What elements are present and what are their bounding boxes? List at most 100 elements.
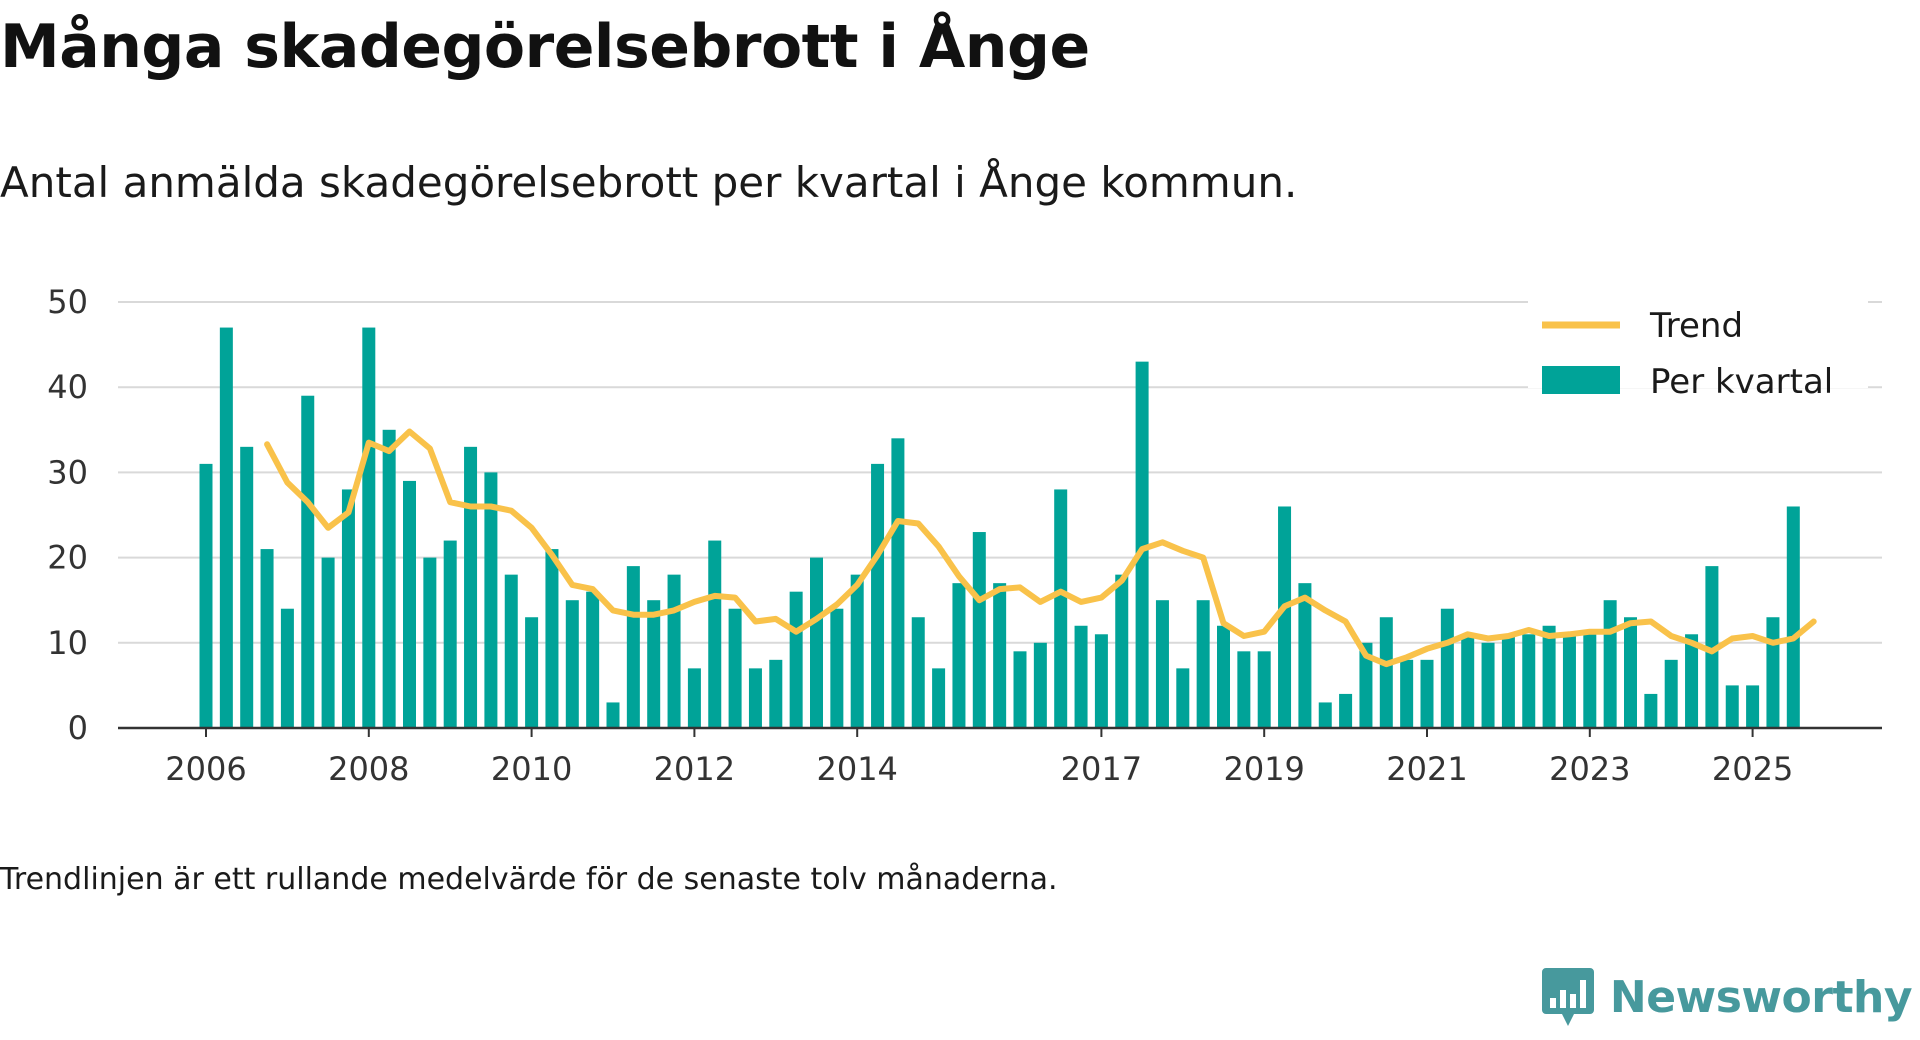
- chart-legend: Trend Per kvartal: [1528, 260, 1868, 402]
- legend-bar-swatch: [1542, 366, 1620, 394]
- bar: [1542, 625, 1556, 728]
- bar: [952, 583, 966, 728]
- bar: [219, 327, 233, 728]
- legend-bar-label: Per kvartal: [1650, 362, 1833, 402]
- bar: [1481, 642, 1495, 728]
- bar: [1664, 659, 1678, 728]
- x-tick-label: 2025: [1712, 750, 1793, 788]
- x-tick-label: 2012: [654, 750, 735, 788]
- bar: [504, 574, 518, 728]
- y-tick-label: 50: [47, 283, 88, 321]
- trend-layer: [264, 428, 1817, 668]
- bar: [1359, 642, 1373, 728]
- bar: [240, 446, 254, 728]
- bar: [1725, 685, 1739, 728]
- bar: [341, 489, 355, 728]
- bar: [1176, 668, 1190, 728]
- y-tick-label: 40: [47, 368, 88, 406]
- bar: [321, 557, 335, 728]
- y-tick-label: 30: [47, 453, 88, 491]
- bar: [748, 668, 762, 728]
- bar: [280, 608, 294, 728]
- bar: [545, 549, 559, 728]
- bar: [1074, 625, 1088, 728]
- bar: [1440, 608, 1454, 728]
- bar: [525, 617, 539, 728]
- bar: [484, 472, 498, 728]
- x-tick-label: 2014: [816, 750, 897, 788]
- brand-name[interactable]: Newsworthy: [1609, 971, 1913, 1023]
- chart-subtitle: Antal anmälda skadegörelsebrott per kvar…: [0, 158, 1298, 207]
- bar: [565, 600, 579, 728]
- bar: [1685, 634, 1699, 728]
- x-tick-label: 2023: [1549, 750, 1630, 788]
- bar: [1115, 574, 1129, 728]
- bar: [301, 395, 315, 728]
- bar: [708, 540, 722, 728]
- bar-layer: [199, 327, 1800, 728]
- y-tick-label: 0: [68, 709, 88, 747]
- bar: [1746, 685, 1760, 728]
- bar: [647, 600, 661, 728]
- bar: [382, 429, 396, 728]
- trend-line: [264, 428, 1817, 668]
- bar: [1196, 600, 1210, 728]
- axis-layer: 0 10 20 30 40 50 2006 2008 2010 2012 2014 2017 2019 2…: [47, 283, 1882, 788]
- bar: [1237, 651, 1251, 728]
- bar: [932, 668, 946, 728]
- x-tick-label: 2019: [1223, 750, 1304, 788]
- bar: [1033, 642, 1047, 728]
- bar: [1461, 634, 1475, 728]
- bar: [586, 591, 600, 728]
- bar: [789, 591, 803, 728]
- bar: [1379, 617, 1393, 728]
- chart-title: Många skadegörelsebrott i Ånge: [0, 12, 1090, 82]
- bar: [1217, 625, 1230, 728]
- bar: [891, 438, 905, 728]
- bar: [199, 463, 213, 728]
- bar: [362, 327, 376, 728]
- bar: [1583, 634, 1597, 728]
- bar: [810, 557, 823, 728]
- brand[interactable]: Newsworthy: [1540, 962, 1913, 1032]
- chart-area: 0 10 20 30 40 50 2006 2008 2010 2012 2014 2017 2019 2…: [0, 260, 1920, 800]
- bar: [1644, 693, 1658, 728]
- bar: [260, 549, 274, 728]
- x-tick-label: 2017: [1061, 750, 1142, 788]
- y-tick-label: 10: [47, 624, 88, 662]
- newsworthy-logo-icon: [1541, 968, 1594, 1026]
- y-tick-label: 20: [47, 539, 88, 577]
- bar: [1624, 617, 1637, 728]
- bar: [423, 557, 437, 728]
- bar: [769, 659, 783, 728]
- bar: [464, 446, 478, 728]
- bar: [1278, 506, 1292, 728]
- bar: [993, 583, 1007, 728]
- bar: [1155, 600, 1169, 728]
- bar: [687, 668, 701, 728]
- bar: [1705, 566, 1719, 728]
- x-tick-label: 2008: [328, 750, 409, 788]
- legend-trend-label: Trend: [1649, 306, 1743, 346]
- x-tick-label: 2021: [1386, 750, 1467, 788]
- bar: [1054, 489, 1068, 728]
- x-tick-label: 2006: [165, 750, 246, 788]
- bar: [1501, 634, 1515, 728]
- bar: [1522, 634, 1536, 728]
- bar: [606, 702, 620, 728]
- bar: [1318, 702, 1332, 728]
- bar: [972, 532, 986, 728]
- bar: [728, 608, 742, 728]
- bar: [871, 463, 885, 728]
- bar: [1786, 506, 1800, 728]
- bar: [667, 574, 681, 728]
- chart-svg: 0 10 20 30 40 50 2006 2008 2010 2012 2014 2017 2019 2…: [47, 260, 1882, 788]
- bar: [1298, 583, 1312, 728]
- bar: [443, 540, 457, 728]
- bar: [1135, 361, 1149, 728]
- footnote: Trendlinjen är ett rullande medelvärde f…: [0, 862, 1058, 897]
- bar: [403, 480, 416, 728]
- bar: [1257, 651, 1271, 728]
- bar: [1562, 634, 1576, 728]
- bar: [1339, 693, 1353, 728]
